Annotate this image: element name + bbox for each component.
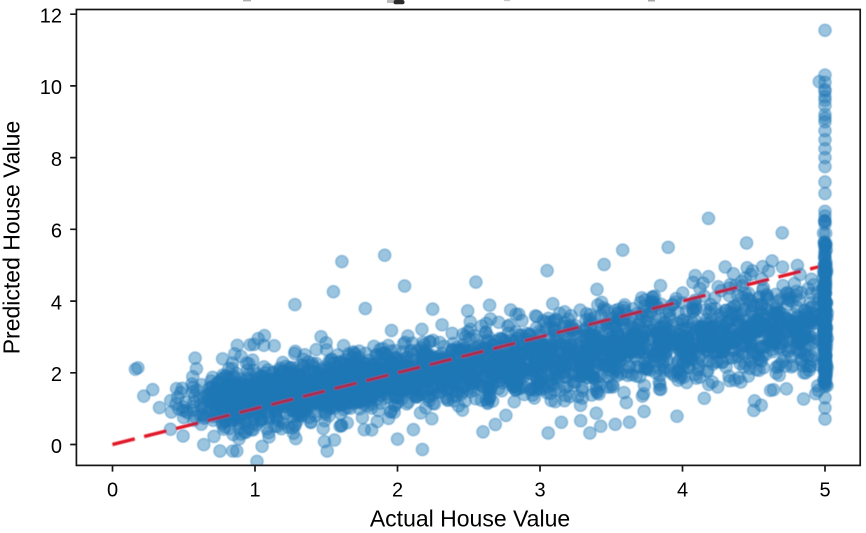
svg-text:4: 4: [677, 479, 688, 501]
svg-text:6: 6: [51, 221, 62, 243]
svg-text:12: 12: [40, 6, 62, 28]
svg-text:1: 1: [249, 479, 260, 501]
svg-text:0: 0: [107, 479, 118, 501]
svg-text:3: 3: [534, 479, 545, 501]
svg-text:4: 4: [51, 292, 62, 314]
svg-text:Predicted House Value: Predicted House Value: [0, 121, 25, 355]
svg-text:2: 2: [392, 479, 403, 501]
svg-text:10: 10: [40, 77, 62, 99]
svg-text:Actual House Value: Actual House Value: [370, 506, 570, 532]
svg-text:8: 8: [51, 149, 62, 171]
svg-text:5: 5: [819, 479, 830, 501]
svg-text:0: 0: [51, 436, 62, 458]
svg-text:2: 2: [51, 364, 62, 386]
